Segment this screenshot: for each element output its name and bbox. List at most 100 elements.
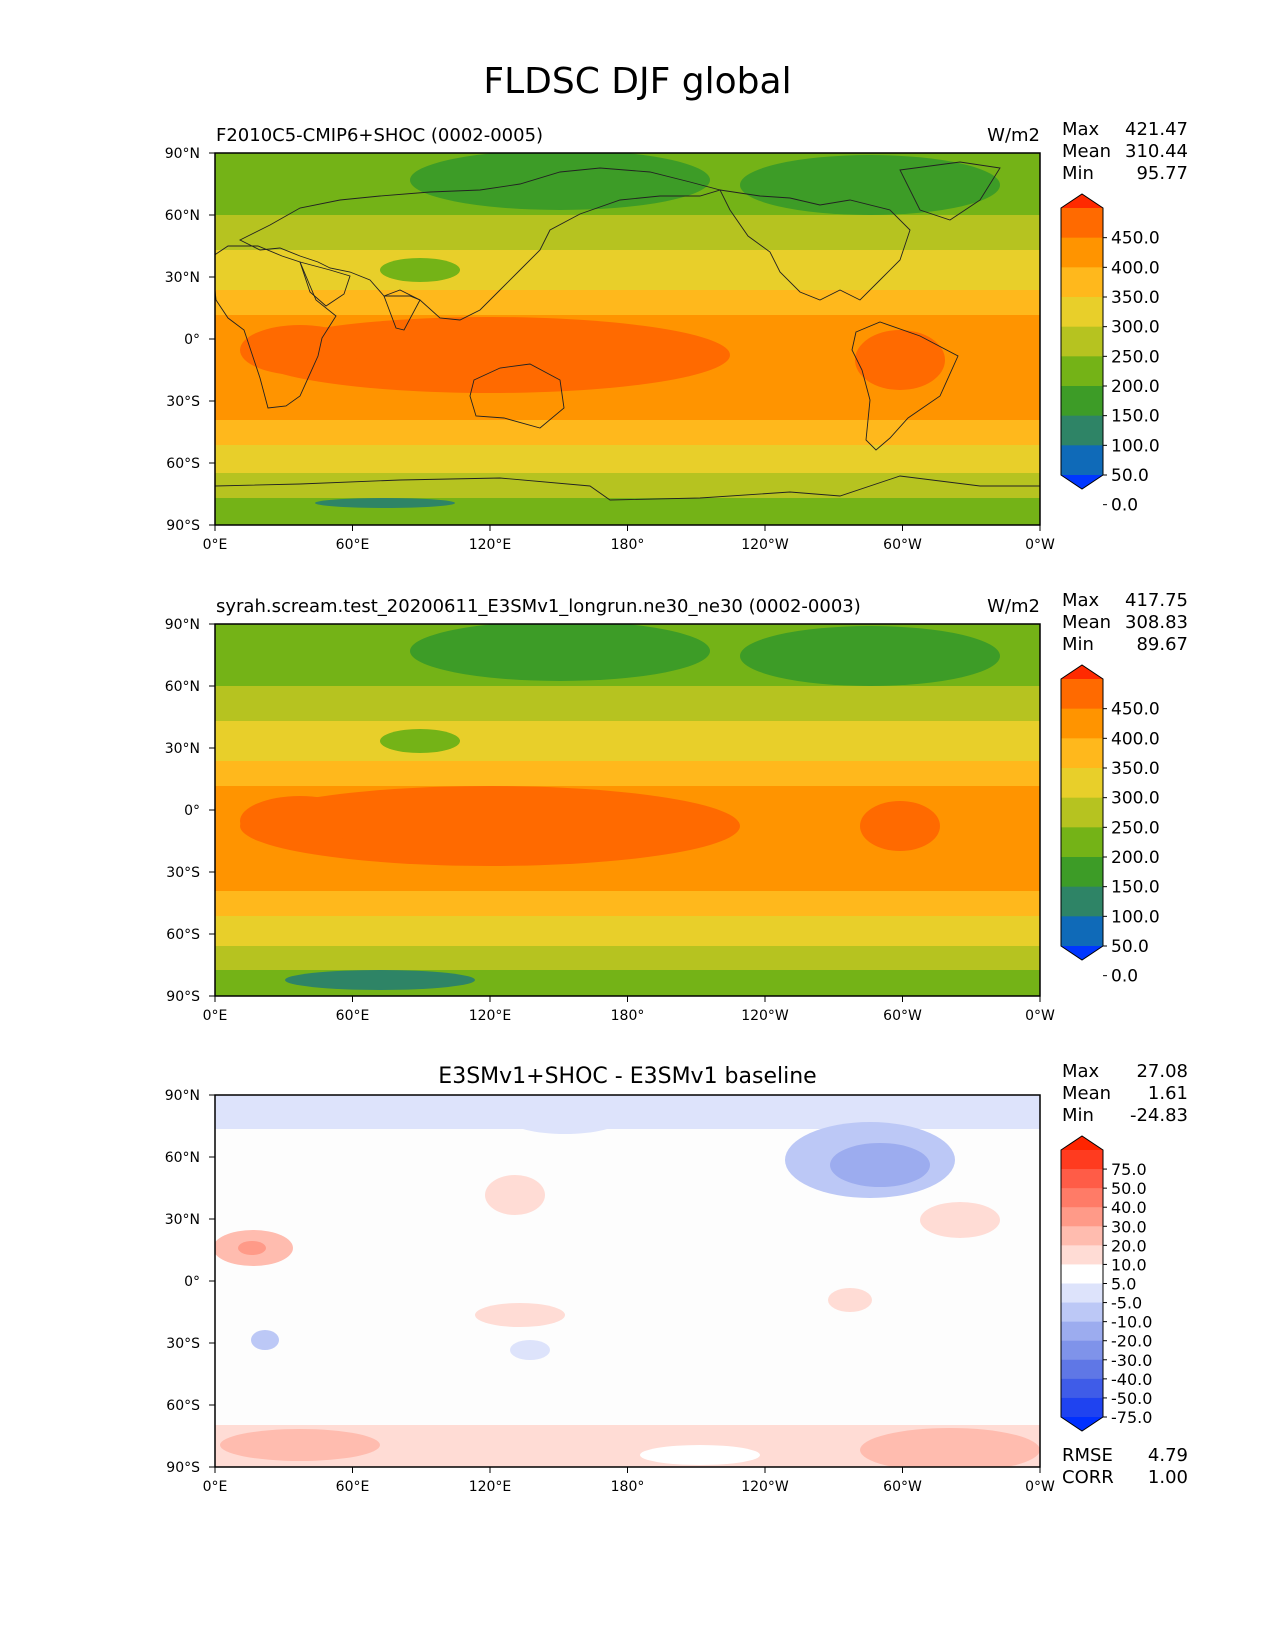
colorbar-tick-label: 75.0 [1111,1160,1147,1179]
map-blob [860,1428,1040,1467]
lat-tick-label: 60°N [165,679,200,695]
coastline-eurasia [238,167,722,321]
map-blob [285,970,475,990]
lon-tick-label: 0°E [203,537,228,553]
lon-axis: 0°E 60°E 120°E 180° 120°W 60°W 0°W [203,525,1055,553]
map [214,152,1041,526]
colorbar-segment [1061,1207,1103,1227]
lon-tick-label: 120°W [741,1479,789,1495]
colorbar-segment [1061,738,1103,769]
lat-tick-label: 30°S [166,1336,200,1352]
lat-tick-label: 0° [184,803,200,819]
colorbar-tick-label: 250.0 [1111,818,1160,838]
colorbar: 75.050.040.030.020.010.05.0-5.0-10.0-20.… [1060,1135,1152,1432]
coastline-india [383,295,421,331]
map-blob [251,1330,279,1350]
map-blob [240,325,360,375]
colorbar-tick-label: -10.0 [1111,1313,1152,1332]
colorbar-tick-label: 450.0 [1111,229,1160,249]
colorbar-tick-label: 100.0 [1111,907,1160,927]
colorbar-segment [1061,267,1103,298]
map-blob [315,498,455,508]
coastlines [215,161,1040,501]
lat-tick-label: 0° [184,1274,200,1290]
lon-axis: 0°E 60°E 120°E 180° 120°W 60°W 0°W [203,1467,1055,1495]
colorbar-tick-label: 400.0 [1111,729,1160,749]
map-blob [640,1445,760,1465]
coastline-greenland [899,161,1001,221]
colorbar-segment [1061,1245,1103,1265]
lon-tick-label: 60°E [336,1008,370,1024]
lat-tick-label: 60°N [165,208,200,224]
panel-units: W/m2 [987,596,1040,617]
colorbar-tick-label: 0.0 [1111,967,1138,987]
map-band [215,215,1040,250]
colorbar-segment [1061,1169,1103,1189]
colorbar-extend-max [1061,665,1103,679]
lon-tick-label: 120°E [469,537,512,553]
lon-tick-label: 180° [611,1008,645,1024]
stat-label: RMSE [1062,1445,1113,1466]
map-band [215,473,1040,498]
map [214,623,1041,997]
colorbar-tick-label: -50.0 [1111,1389,1152,1408]
colorbar: 450.0 400.0 350.0 300.0 250.0 200.0 150.0 100.0… [1060,193,1160,516]
colorbar-tick-label: 10.0 [1111,1255,1147,1274]
map-blob [510,1106,620,1134]
map-blob [220,1429,380,1461]
lon-tick-label: 180° [611,537,645,553]
colorbar-extend-min [1061,1417,1103,1431]
stat-label: Mean [1062,1083,1111,1104]
colorbar: 450.0 400.0 350.0 300.0 250.0 200.0 150.0 100.0… [1060,664,1160,987]
lat-tick-label: 60°S [166,927,200,943]
figure-title: FLDSC DJF global [483,61,791,102]
colorbar-tick-label: 400.0 [1111,258,1160,278]
lon-tick-label: 60°E [336,1479,370,1495]
lat-tick-label: 30°N [165,270,200,286]
map-blob [828,1288,872,1312]
coastline-north-america [719,189,911,301]
lat-tick-label: 30°S [166,394,200,410]
coastline-south-america [851,321,959,451]
map-blob [855,330,945,390]
lat-axis: 90°N 60°N 30°N 0° 30°S 60°S 90°S [165,1088,215,1476]
map-band [215,916,1040,946]
panel-left-title: F2010C5-CMIP6+SHOC (0002-0005) [216,125,543,146]
map-band [215,420,1040,445]
map-blob [410,624,710,681]
colorbar-segment [1061,1188,1103,1208]
stat-value: 4.79 [1148,1445,1188,1466]
map-blob [830,1143,930,1187]
stat-label: Mean [1062,141,1111,162]
lon-tick-label: 0°W [1025,537,1055,553]
map-blob [238,1241,266,1255]
map-blob [740,155,1000,215]
stat-value: 27.08 [1136,1061,1188,1082]
colorbar-segment [1061,768,1103,799]
map [214,1094,1041,1468]
colorbar-segment [1061,708,1103,739]
colorbar-tick-label: 50.0 [1111,1179,1147,1198]
lon-tick-label: 0°E [203,1008,228,1024]
colorbar-segment [1061,797,1103,828]
stat-label: Min [1062,1105,1094,1126]
stat-value: 89.67 [1136,634,1188,655]
colorbar-tick-label: 450.0 [1111,700,1160,720]
map-blob [510,1340,550,1360]
colorbar-segment [1061,1359,1103,1380]
colorbar-tick-label: -20.0 [1111,1332,1152,1351]
colorbar-tick-label: 5.0 [1111,1275,1136,1294]
map-band [215,721,1040,761]
colorbar-tick-label: 100.0 [1111,436,1160,456]
colorbar-segment [1061,1340,1103,1361]
stat-label: Min [1062,163,1094,184]
colorbar-tick-label: 300.0 [1111,789,1160,809]
colorbar-tick-label: 20.0 [1111,1236,1147,1255]
lon-tick-label: 180° [611,1479,645,1495]
colorbar-tick-label: -5.0 [1111,1294,1142,1313]
colorbar-segment [1061,1264,1103,1284]
lon-tick-label: 60°W [883,1479,922,1495]
stat-label: Max [1062,1061,1100,1082]
colorbar-segment [1061,326,1103,357]
map-blob [240,786,740,866]
